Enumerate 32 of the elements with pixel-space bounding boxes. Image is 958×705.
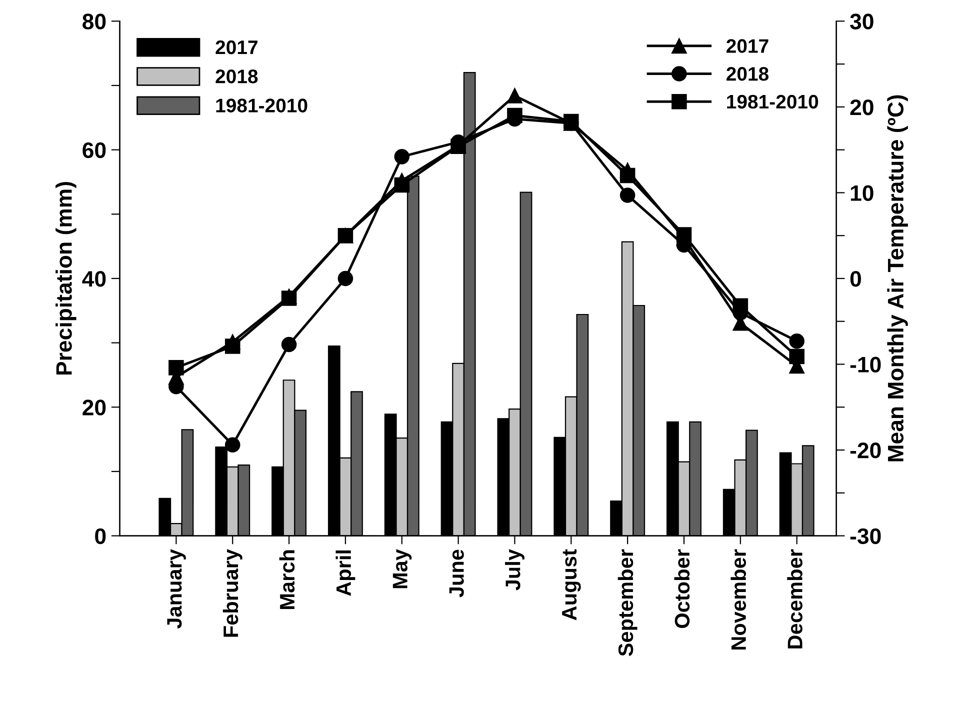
legend-label: 2018 <box>216 70 258 84</box>
x-tick-label: February <box>222 549 242 637</box>
y2-axis-title: Mean Monthly Air Temperature (ºC) <box>887 95 908 462</box>
y-tick-label: 80 <box>82 14 106 30</box>
legend-label: 2017 <box>216 40 258 54</box>
y2-tick-label: -20 <box>850 442 881 458</box>
x-tick-label: January <box>167 549 186 629</box>
y2-tick-label: -10 <box>850 356 881 373</box>
x-tick-label: April <box>336 550 356 596</box>
y2-tick-label: 20 <box>850 99 874 116</box>
y-axis-title: Precipitation (mm) <box>56 182 76 375</box>
legend-label: 1981-2010 <box>216 98 308 112</box>
legend-label: 2017 <box>726 39 768 53</box>
x-tick-label: June <box>449 550 464 598</box>
y-tick-label: 40 <box>82 271 106 287</box>
legend-label: 2018 <box>726 67 769 81</box>
y2-tick-label: 30 <box>850 14 874 30</box>
y2-tick-label: 10 <box>850 185 874 201</box>
y-tick-label: 20 <box>82 400 106 416</box>
x-tick-label: March <box>279 550 295 609</box>
legend-label: 1981-2010 <box>727 94 818 109</box>
x-tick-label: July <box>505 549 524 590</box>
x-tick-label: December <box>787 549 802 648</box>
y2-tick-label: -30 <box>850 528 881 544</box>
x-tick-label: May <box>392 549 412 588</box>
y2-tick-label: 0 <box>850 271 861 287</box>
y-tick-label: 0 <box>95 528 106 544</box>
x-tick-label: October <box>674 549 690 628</box>
x-tick-label: November <box>730 549 746 650</box>
y-tick-label: 60 <box>82 142 106 158</box>
x-tick-label: September <box>618 549 638 656</box>
x-tick-label: August <box>562 549 581 620</box>
